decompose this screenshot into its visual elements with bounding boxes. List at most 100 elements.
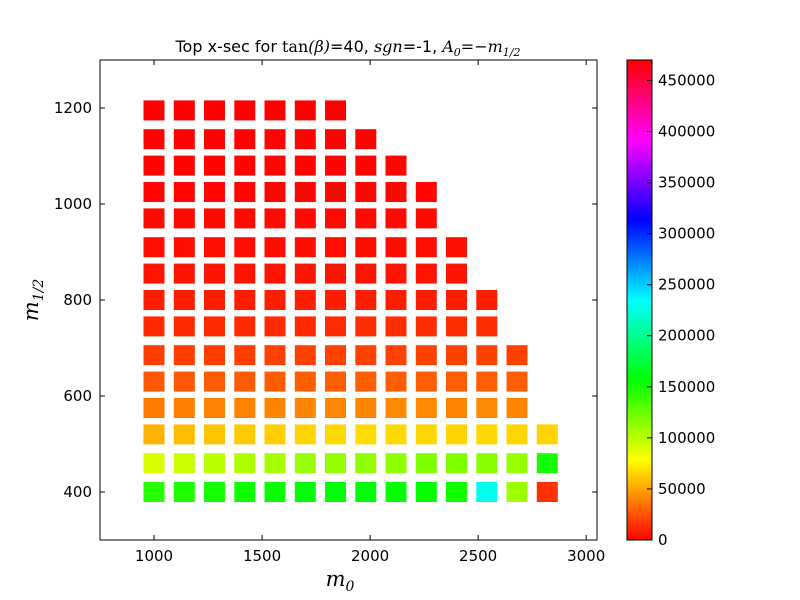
colorbar-tick-label: 250000 bbox=[658, 276, 715, 294]
heatmap-cell bbox=[294, 237, 316, 258]
heatmap-cell bbox=[536, 453, 558, 474]
heatmap-cell bbox=[143, 100, 165, 121]
heatmap-cell bbox=[173, 237, 195, 258]
heatmap-cell bbox=[385, 345, 407, 366]
heatmap-cell bbox=[446, 263, 467, 284]
heatmap-cell bbox=[536, 482, 558, 502]
heatmap-cell bbox=[204, 371, 225, 392]
heatmap-cell bbox=[234, 129, 256, 150]
heatmap-cell bbox=[506, 482, 528, 502]
heatmap-cell bbox=[294, 129, 316, 150]
title-tan: tan bbox=[282, 37, 308, 56]
x-tick-label: 1000 bbox=[135, 547, 173, 565]
heatmap-cell bbox=[355, 424, 377, 445]
heatmap-cell bbox=[234, 345, 256, 366]
heatmap-cell bbox=[506, 371, 528, 392]
heatmap-cell bbox=[264, 182, 286, 202]
heatmap-cell bbox=[476, 371, 498, 392]
heatmap-cell bbox=[446, 453, 467, 474]
heatmap-cell bbox=[325, 398, 346, 418]
heatmap-cell bbox=[446, 345, 467, 366]
colorbar-tick-label: 350000 bbox=[658, 174, 715, 192]
title-a0: A bbox=[440, 37, 454, 56]
heatmap-cell bbox=[446, 398, 467, 418]
heatmap-cell bbox=[234, 155, 256, 176]
heatmap-cell bbox=[476, 398, 498, 418]
heatmap-cell bbox=[264, 482, 286, 502]
heatmap-cell bbox=[234, 263, 256, 284]
heatmap-cell bbox=[143, 237, 165, 258]
heatmap-cell bbox=[204, 290, 225, 310]
heatmap-cell bbox=[204, 129, 225, 150]
heatmap-cell bbox=[325, 208, 346, 229]
heatmap-cell bbox=[173, 453, 195, 474]
x-axis-ticks: 1000 1500 2000 2500 3000 bbox=[135, 60, 605, 565]
heatmap-cell bbox=[385, 424, 407, 445]
heatmap-cell bbox=[294, 398, 316, 418]
heatmap-cell bbox=[234, 398, 256, 418]
heatmap-cell bbox=[385, 398, 407, 418]
heatmap-cell bbox=[264, 345, 286, 366]
y-axis-label-sub: 1/2 bbox=[31, 279, 47, 302]
heatmap-cell bbox=[264, 208, 286, 229]
colorbar-tick-label: 150000 bbox=[658, 378, 715, 396]
heatmap-cell bbox=[173, 155, 195, 176]
heatmap-cell bbox=[415, 424, 437, 445]
heatmap-cell bbox=[204, 345, 225, 366]
heatmap-cells bbox=[143, 100, 558, 502]
heatmap-cell bbox=[143, 208, 165, 229]
heatmap-cell bbox=[143, 316, 165, 337]
title-sgn: sgn bbox=[374, 37, 403, 56]
heatmap-cell bbox=[204, 100, 225, 121]
heatmap-cell bbox=[294, 100, 316, 121]
heatmap-cell bbox=[385, 316, 407, 337]
colorbar-tick-label: 0 bbox=[658, 531, 668, 549]
heatmap-cell bbox=[204, 398, 225, 418]
title-eq: =−m bbox=[461, 37, 503, 56]
heatmap-cell bbox=[415, 371, 437, 392]
heatmap-cell bbox=[143, 398, 165, 418]
heatmap-cell bbox=[476, 345, 498, 366]
heatmap-cell bbox=[173, 398, 195, 418]
heatmap-cell bbox=[355, 398, 377, 418]
heatmap-cell bbox=[325, 290, 346, 310]
y-axis-ticks: 400 600 800 1000 1200 bbox=[54, 99, 597, 501]
heatmap-cell bbox=[204, 482, 225, 502]
title-sgn-value: =-1, bbox=[403, 37, 443, 56]
heatmap-cell bbox=[355, 453, 377, 474]
heatmap-cell bbox=[294, 182, 316, 202]
heatmap-cell bbox=[173, 263, 195, 284]
heatmap-cell bbox=[264, 100, 286, 121]
heatmap-cell bbox=[173, 345, 195, 366]
title-a0-sub: 0 bbox=[454, 46, 461, 59]
heatmap-cell bbox=[234, 316, 256, 337]
heatmap-cell bbox=[385, 290, 407, 310]
heatmap-cell bbox=[173, 100, 195, 121]
heatmap-cell bbox=[204, 424, 225, 445]
heatmap-cell bbox=[355, 155, 377, 176]
heatmap-cell bbox=[325, 316, 346, 337]
x-axis-label-base: m bbox=[326, 567, 346, 591]
heatmap-cell bbox=[415, 290, 437, 310]
heatmap-cell bbox=[234, 482, 256, 502]
heatmap-cell bbox=[325, 424, 346, 445]
heatmap-cell bbox=[294, 155, 316, 176]
title-m-sub: 1/2 bbox=[503, 46, 521, 59]
heatmap-cell bbox=[173, 316, 195, 337]
heatmap-cell bbox=[264, 155, 286, 176]
colorbar bbox=[626, 59, 653, 541]
heatmap-cell bbox=[173, 182, 195, 202]
heatmap-cell bbox=[234, 182, 256, 202]
x-tick-label: 2500 bbox=[459, 547, 497, 565]
heatmap-cell bbox=[173, 482, 195, 502]
heatmap-cell bbox=[325, 263, 346, 284]
heatmap-cell bbox=[446, 424, 467, 445]
heatmap-cell bbox=[325, 182, 346, 202]
x-tick-label: 2000 bbox=[351, 547, 389, 565]
heatmap-cell bbox=[294, 453, 316, 474]
heatmap-cell bbox=[204, 155, 225, 176]
heatmap-cell bbox=[415, 482, 437, 502]
heatmap-cell bbox=[143, 290, 165, 310]
heatmap-cell bbox=[385, 182, 407, 202]
